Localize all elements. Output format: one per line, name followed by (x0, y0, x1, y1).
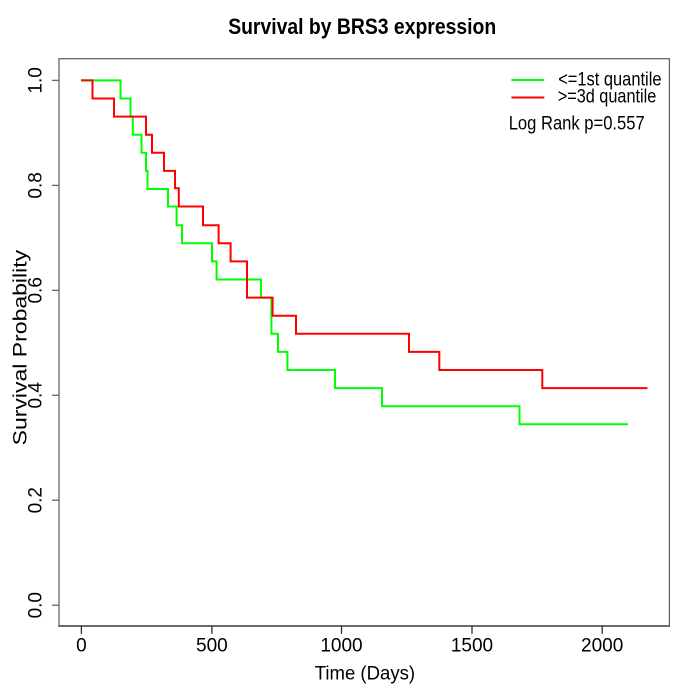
svg-text:Log Rank p=0.557: Log Rank p=0.557 (509, 114, 645, 135)
svg-text:1500: 1500 (451, 636, 493, 657)
svg-text:0.6: 0.6 (26, 277, 47, 303)
svg-text:Survival by BRS3 expression: Survival by BRS3 expression (228, 14, 496, 39)
svg-text:0: 0 (76, 636, 87, 657)
svg-text:Survival Probability: Survival Probability (11, 249, 32, 445)
svg-text:Time (Days): Time (Days) (315, 664, 415, 685)
svg-text:<=1st quantile: <=1st quantile (558, 70, 661, 91)
svg-text:1000: 1000 (320, 636, 362, 657)
svg-text:0.8: 0.8 (26, 172, 47, 198)
svg-text:>=3d quantile: >=3d quantile (558, 87, 657, 108)
svg-text:1.0: 1.0 (26, 67, 47, 93)
svg-text:0.4: 0.4 (26, 382, 47, 409)
svg-text:500: 500 (196, 636, 228, 657)
svg-text:0.2: 0.2 (26, 487, 47, 513)
svg-text:0.0: 0.0 (26, 592, 47, 618)
svg-text:2000: 2000 (581, 636, 623, 657)
